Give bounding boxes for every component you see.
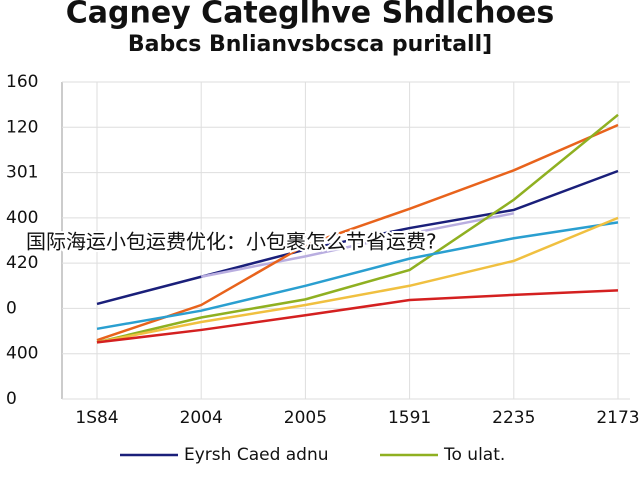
x-tick-label: 1591 xyxy=(388,408,431,428)
y-tick-label: 0 xyxy=(6,298,17,318)
x-tick-label: 1S84 xyxy=(75,408,118,428)
line xyxy=(96,289,619,344)
line xyxy=(96,216,619,344)
y-tick-label: 400 xyxy=(6,344,38,364)
legend-label: Eyrsh Caed adnu xyxy=(184,445,329,465)
line xyxy=(200,212,515,278)
x-tick-label: 2235 xyxy=(492,408,535,428)
y-tick-label: 400 xyxy=(6,208,38,228)
y-tick-label: 160 xyxy=(6,72,38,92)
y-tick-label: 120 xyxy=(6,117,38,137)
line xyxy=(96,113,619,344)
y-tick-label: 420 xyxy=(6,253,38,273)
annotation: 国际海运小包运费优化：小包裹怎么节省运费? xyxy=(26,230,437,254)
x-tick-label: 2005 xyxy=(284,408,327,428)
y-tick-label: 301 xyxy=(6,163,38,183)
chart-title: Cagney Categlhve Shdlchoes xyxy=(66,0,555,31)
legend-label: To ulat. xyxy=(443,445,505,465)
y-tick-label: 0 xyxy=(6,389,17,409)
line xyxy=(96,123,619,342)
chart-subtitle: Babcs Bnlianvsbcsca puritall] xyxy=(128,32,492,57)
line xyxy=(96,221,619,331)
line xyxy=(96,169,619,306)
x-tick-label: 2004 xyxy=(180,408,223,428)
x-tick-label: 2173 xyxy=(596,408,639,428)
